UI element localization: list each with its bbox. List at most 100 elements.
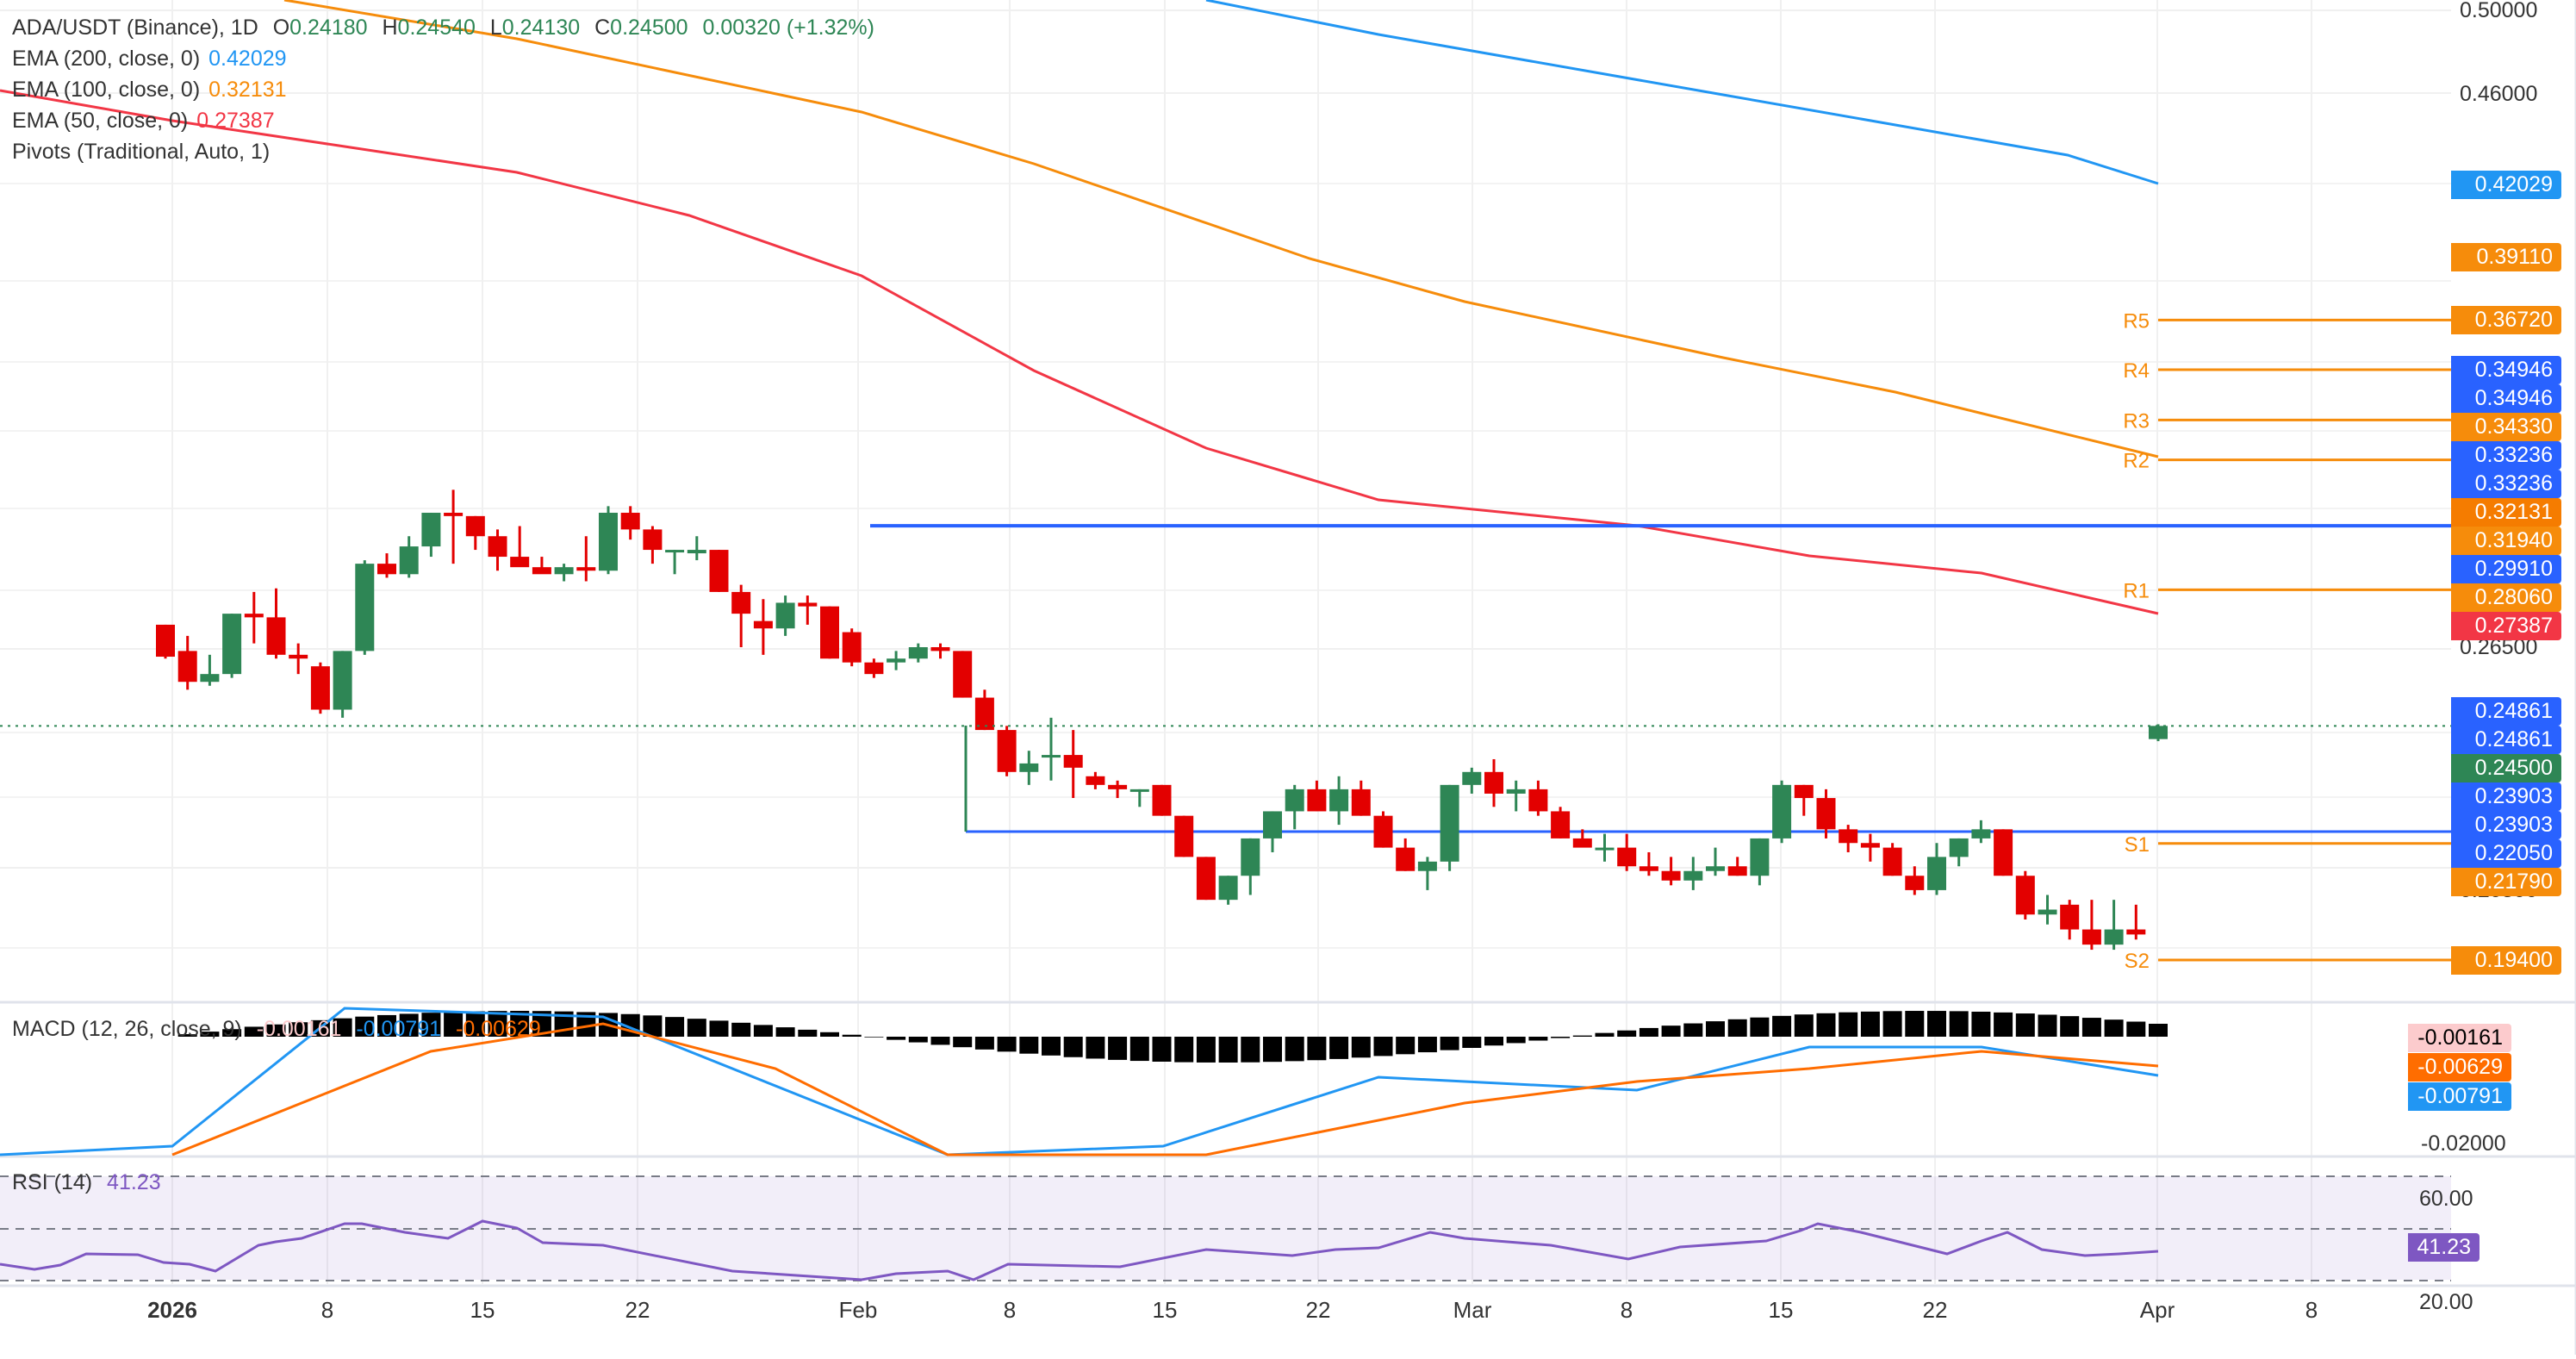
price-badge: 0.19400 <box>2451 946 2561 976</box>
rsi-legend[interactable]: RSI (14) 41.23 <box>12 1170 161 1194</box>
candle-body <box>421 513 441 547</box>
price-badge: 0.24861 <box>2451 697 2561 726</box>
time-tick: 22 <box>625 1297 650 1323</box>
pivots-legend[interactable]: Pivots (Traditional, Auto, 1) <box>12 140 271 164</box>
ema100-legend[interactable]: EMA (100, close, 0) 0.32131 <box>12 78 287 102</box>
candle-body <box>1329 789 1349 812</box>
macd-hist-bar <box>377 1014 396 1037</box>
macd-hist-bar <box>421 1013 441 1037</box>
candle-body <box>1019 763 1039 772</box>
price-badge: 0.24861 <box>2451 726 2561 755</box>
macd-legend[interactable]: MACD (12, 26, close, 9) -0.00161 -0.0079… <box>12 1017 541 1041</box>
symbol-row[interactable]: ADA/USDT (Binance), 1D O0.24180 H0.24540… <box>12 12 874 43</box>
pivot-label-S1: S1 <box>2125 833 2150 857</box>
macd-hist-bar <box>532 1011 551 1037</box>
macd-hist-bar <box>753 1025 773 1037</box>
macd-hist-bar <box>1484 1037 1503 1046</box>
candle-body <box>244 614 264 618</box>
candle-body <box>643 529 663 551</box>
candle-body <box>1417 861 1437 871</box>
candle-body <box>177 651 197 683</box>
candle-body <box>1882 847 1902 876</box>
ema100-line <box>283 0 2159 458</box>
candle-body <box>1683 870 1703 881</box>
macd-hist-bar <box>1506 1037 1526 1044</box>
pivot-label-R2: R2 <box>2123 450 2150 473</box>
candle-body <box>1727 866 1747 876</box>
time-tick: 8 <box>320 1297 334 1323</box>
candle-body <box>1263 811 1282 838</box>
candle-body <box>1551 811 1571 838</box>
ema50-legend[interactable]: EMA (50, close, 0) 0.27387 <box>12 109 275 133</box>
ema50-line <box>0 89 2159 615</box>
candle-body <box>1860 843 1880 848</box>
rsi-badge: 41.23 <box>2408 1233 2480 1262</box>
price-badge: 0.21790 <box>2451 868 2561 897</box>
macd-hist-bar <box>687 1019 706 1037</box>
macd-hist-bar <box>2104 1019 2124 1037</box>
price-badge: 0.36720 <box>2451 306 2561 335</box>
time-tick: 22 <box>1922 1297 1948 1323</box>
ema200-legend[interactable]: EMA (200, close, 0) 0.42029 <box>12 47 287 71</box>
macd-hist-bar <box>177 1034 197 1037</box>
macd-hist-bar <box>244 1026 264 1037</box>
macd-hist-bar <box>1839 1012 1858 1037</box>
candle-body <box>377 564 396 575</box>
macd-hist-bar <box>665 1017 685 1037</box>
macd-hist-bar <box>1639 1027 1658 1037</box>
rsi-line <box>0 1219 2159 1281</box>
macd-hist-bar <box>1108 1037 1128 1060</box>
candle-body <box>1307 789 1327 812</box>
candle-body <box>709 550 729 592</box>
candle-body <box>1484 771 1503 794</box>
macd-hist-bar <box>1174 1037 1194 1063</box>
candle-body <box>576 567 596 571</box>
pivot-label-R3: R3 <box>2123 409 2150 433</box>
candle-body <box>1086 776 1105 785</box>
ohlc-high: H0.24540 <box>382 16 476 40</box>
macd-hist-bar <box>1417 1037 1437 1053</box>
macd-hist-bar <box>1905 1011 1925 1037</box>
macd-hist-bar <box>1528 1037 1548 1041</box>
ohlc-open: O0.24180 <box>272 16 368 40</box>
rsi-tick: 20.00 <box>2419 1290 2473 1314</box>
candle-body <box>1971 829 1991 838</box>
macd-hist-bar <box>1750 1017 1770 1037</box>
candle-body <box>997 730 1017 772</box>
macd-hist-bar <box>1373 1037 1393 1057</box>
candle-body <box>1373 815 1393 848</box>
macd-hist-bar <box>1617 1030 1637 1037</box>
macd-hist-bar <box>576 1012 596 1037</box>
macd-hist-bar <box>1329 1037 1349 1059</box>
macd-hist-bar <box>1152 1037 1172 1062</box>
candle-body <box>599 513 618 571</box>
candle-body <box>1152 784 1172 816</box>
macd-hist-bar <box>266 1024 286 1037</box>
price-badge: 0.23903 <box>2451 782 2561 812</box>
macd-hist-bar <box>333 1018 352 1037</box>
candle-body <box>2038 909 2057 915</box>
candle-body <box>1528 789 1548 812</box>
candle-body <box>887 658 906 663</box>
candle-body <box>333 651 352 710</box>
time-tick: 15 <box>1152 1297 1178 1323</box>
price-change: 0.00320 (+1.32%) <box>702 16 874 40</box>
macd-hist-value: -0.00161 <box>256 1017 342 1041</box>
macd-badge: -0.00161 <box>2408 1024 2511 1052</box>
candle-body <box>1772 784 1792 838</box>
time-tick: 15 <box>470 1297 495 1323</box>
macd-hist-bar <box>1949 1011 1969 1037</box>
macd-hist-bar <box>289 1022 308 1037</box>
candle-body <box>1042 755 1061 758</box>
candle-body <box>532 567 551 575</box>
candle-body <box>310 666 330 710</box>
candle-body <box>908 646 928 659</box>
candle-body <box>200 674 220 683</box>
macd-hist-bar <box>2038 1014 2057 1037</box>
candle-body <box>1440 784 1459 862</box>
time-tick: 8 <box>1003 1297 1017 1323</box>
candle-body <box>1063 755 1083 768</box>
candle-body <box>554 567 574 575</box>
